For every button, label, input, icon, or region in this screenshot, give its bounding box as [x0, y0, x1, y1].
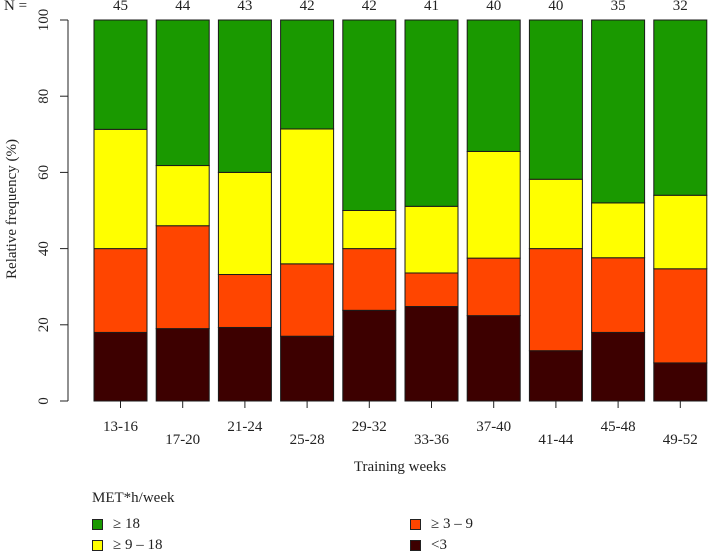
bar-segment-13-16-s0	[93, 331, 148, 402]
x-tick-label-41-44: 41-44	[538, 432, 573, 448]
x-tick-label-25-28: 25-28	[290, 432, 325, 448]
bar-segment-37-40-s2	[466, 150, 521, 259]
n-count-29-32: 42	[362, 0, 377, 14]
y-axis-title: Relative frequency (%)	[4, 139, 20, 279]
bar-segment-37-40-s0	[466, 315, 521, 402]
bar-segment-29-32-s3	[342, 19, 397, 211]
n-count-41-44: 40	[548, 0, 563, 14]
y-tick-label-0: 0	[36, 397, 52, 405]
bar-segment-29-32-s2	[342, 210, 397, 250]
bar-segment-21-24-s0	[217, 326, 272, 402]
x-axis-title: Training weeks	[354, 459, 447, 475]
bar-segment-41-44-s2	[528, 178, 583, 250]
x-tick-label-49-52: 49-52	[663, 432, 698, 448]
bar-segment-49-52-s2	[653, 194, 708, 270]
x-tick-label-13-16: 13-16	[103, 419, 138, 435]
bar-segment-25-28-s3	[280, 19, 335, 130]
x-tick-label-37-40: 37-40	[476, 419, 511, 435]
n-count-21-24: 43	[237, 0, 252, 14]
bar-segment-41-44-s1	[528, 248, 583, 352]
y-tick-label-80: 80	[36, 89, 52, 104]
x-tick-label-29-32: 29-32	[352, 419, 387, 435]
bar-segment-49-52-s3	[653, 19, 708, 196]
bar-segment-13-16-s3	[93, 19, 148, 130]
n-label: N =	[4, 0, 27, 14]
bar-segment-33-36-s1	[404, 272, 459, 308]
bar-segment-17-20-s3	[155, 19, 210, 167]
bar-segment-25-28-s1	[280, 263, 335, 337]
bar-segment-45-48-s3	[591, 19, 646, 204]
n-count-17-20: 44	[175, 0, 191, 14]
bar-segment-33-36-s2	[404, 205, 459, 274]
bar-segment-13-16-s1	[93, 248, 148, 333]
bar-segment-21-24-s1	[217, 274, 272, 328]
y-tick-label-40: 40	[36, 241, 52, 256]
bar-segment-17-20-s0	[155, 328, 210, 402]
bar-segment-21-24-s3	[217, 19, 272, 173]
bars-layer	[93, 19, 708, 402]
y-tick-label-100: 100	[36, 9, 52, 32]
n-count-49-52: 32	[673, 0, 688, 14]
bar-segment-33-36-s0	[404, 306, 459, 402]
bar-segment-45-48-s2	[591, 202, 646, 259]
y-tick-label-60: 60	[36, 165, 52, 180]
bar-segment-45-48-s1	[591, 257, 646, 333]
bar-segment-41-44-s3	[528, 19, 583, 180]
x-axis: 13-16 17-20 21-24 25-28 29-32 33-36 37-40 41-44…	[103, 401, 698, 448]
bar-segment-21-24-s2	[217, 171, 272, 276]
bar-segment-25-28-s0	[280, 335, 335, 402]
x-tick-label-21-24: 21-24	[227, 419, 262, 435]
bar-segment-45-48-s0	[591, 331, 646, 402]
y-tick-label-20: 20	[36, 317, 52, 332]
bar-segment-33-36-s3	[404, 19, 459, 207]
bar-segment-49-52-s1	[653, 268, 708, 364]
n-count-25-28: 42	[300, 0, 315, 14]
bar-segment-37-40-s1	[466, 257, 521, 317]
n-count-13-16: 45	[113, 0, 128, 14]
sample-size-row: N = 45 44 43 42 42 41 40 40 35 32	[4, 0, 688, 14]
x-tick-label-33-36: 33-36	[414, 432, 449, 448]
bar-segment-25-28-s2	[280, 128, 335, 265]
bar-segment-29-32-s1	[342, 248, 397, 311]
bar-segment-17-20-s1	[155, 225, 210, 330]
y-axis: 0 20 40 60 80 100	[36, 9, 69, 405]
bar-segment-37-40-s3	[466, 19, 521, 152]
bar-segment-17-20-s2	[155, 165, 210, 227]
n-count-37-40: 40	[486, 0, 501, 14]
x-tick-label-45-48: 45-48	[601, 419, 636, 435]
n-count-45-48: 35	[611, 0, 626, 14]
bar-segment-29-32-s0	[342, 309, 397, 402]
n-count-33-36: 41	[424, 0, 439, 14]
bar-segment-41-44-s0	[528, 350, 583, 402]
bar-segment-13-16-s2	[93, 128, 148, 250]
x-tick-label-17-20: 17-20	[165, 432, 200, 448]
bar-segment-49-52-s0	[653, 362, 708, 402]
